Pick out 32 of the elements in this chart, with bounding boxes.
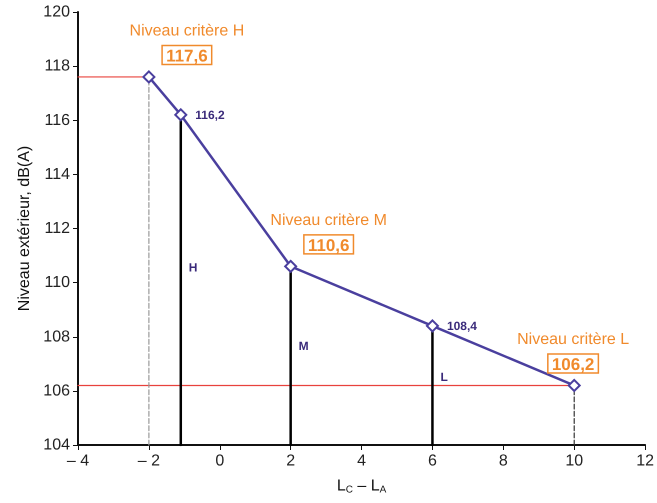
- x-tick-label: 8: [498, 452, 508, 470]
- series-label: L: [440, 370, 448, 384]
- annotation: Niveau critère M 110,6: [270, 212, 387, 255]
- x-tick-label: – 4: [66, 452, 90, 470]
- x-tick-label: 0: [215, 452, 224, 470]
- data-label: 116,2: [195, 108, 225, 122]
- x-tick-label: 4: [357, 452, 366, 470]
- point: [284, 260, 298, 273]
- y-tick-label: 104: [43, 436, 70, 454]
- y-tick-label: 106: [43, 382, 70, 400]
- series-label: H: [188, 260, 198, 274]
- x-tick-label: 2: [286, 452, 296, 470]
- point: [142, 70, 156, 84]
- y-tick-label: 120: [43, 4, 70, 20]
- x-tick-label: 10: [565, 452, 584, 470]
- y-tick-label: 110: [44, 274, 70, 292]
- y-tick-label: 108: [43, 328, 70, 346]
- y-tick-label: 118: [44, 58, 70, 75]
- data-label: 108,4: [446, 318, 478, 333]
- point: [568, 378, 581, 392]
- point: [426, 319, 439, 332]
- y-tick-label: 114: [44, 166, 70, 183]
- y-tick-label: 116: [44, 112, 70, 129]
- y-axis-title: Niveau extérieur, dB(A): [16, 146, 33, 312]
- series-label: M: [298, 339, 309, 354]
- x-tick-label: 12: [636, 452, 654, 470]
- x-tick-label: – 2: [138, 452, 160, 470]
- y-tick-label: 112: [44, 220, 70, 237]
- annotation: Niveau critère H 117,6: [130, 22, 244, 66]
- annotation: Niveau critère L 106,2: [517, 330, 630, 374]
- point: [174, 108, 188, 122]
- x-tick-label: 6: [428, 452, 437, 470]
